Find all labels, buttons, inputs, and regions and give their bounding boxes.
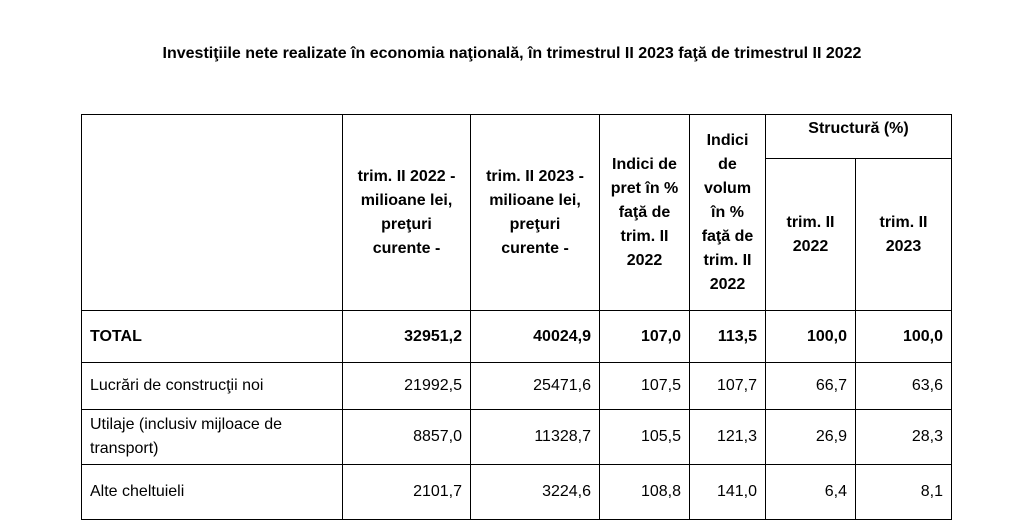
investments-table: trim. II 2022 - milioane lei, preţuri cu…	[81, 114, 952, 520]
cell-value: 3224,6	[470, 464, 600, 520]
header-structure-group: Structură (%)	[765, 114, 952, 159]
cell-value: 21992,5	[342, 362, 471, 410]
cell-value: 105,5	[599, 409, 690, 465]
cell-value: 11328,7	[470, 409, 600, 465]
row-label: Alte cheltuieli	[81, 464, 343, 520]
cell-value: 63,6	[855, 362, 952, 410]
cell-value: 8,1	[855, 464, 952, 520]
cell-value: 100,0	[855, 310, 952, 363]
cell-value: 107,5	[599, 362, 690, 410]
cell-value: 141,0	[689, 464, 766, 520]
cell-value: 26,9	[765, 409, 856, 465]
cell-value: 40024,9	[470, 310, 600, 363]
header-row-bottom: trim. II 2022 trim. II 2023	[82, 158, 952, 311]
header-trim2-2022-value: trim. II 2022 - milioane lei, preţuri cu…	[342, 114, 471, 311]
cell-value: 113,5	[689, 310, 766, 363]
row-label: TOTAL	[81, 310, 343, 363]
header-row-top: trim. II 2022 - milioane lei, preţuri cu…	[81, 114, 952, 311]
table-row: Utilaje (inclusiv mijloace de transport)…	[81, 409, 952, 465]
header-structure-2022: trim. II 2022	[765, 158, 856, 311]
header-empty-cell	[81, 114, 343, 311]
cell-value: 6,4	[765, 464, 856, 520]
cell-value: 2101,7	[342, 464, 471, 520]
row-label: Lucrări de construcţii noi	[81, 362, 343, 410]
table-row: TOTAL 32951,2 40024,9 107,0 113,5 100,0 …	[81, 310, 952, 363]
cell-value: 32951,2	[342, 310, 471, 363]
header-trim2-2023-value: trim. II 2023 - milioane lei, preţuri cu…	[470, 114, 600, 311]
page-title: Investiţiile nete realizate în economia …	[162, 45, 862, 62]
header-volume-index: Indici de volum în % faţă de trim. II 20…	[689, 114, 766, 311]
row-label: Utilaje (inclusiv mijloace de transport)	[81, 409, 343, 465]
table-row: Lucrări de construcţii noi 21992,5 25471…	[81, 362, 952, 410]
cell-value: 25471,6	[470, 362, 600, 410]
cell-value: 28,3	[855, 409, 952, 465]
header-structure-2023: trim. II 2023	[855, 158, 952, 311]
cell-value: 107,0	[599, 310, 690, 363]
cell-value: 108,8	[599, 464, 690, 520]
cell-value: 107,7	[689, 362, 766, 410]
cell-value: 66,7	[765, 362, 856, 410]
header-price-index: Indici de pret în % faţă de trim. II 202…	[599, 114, 690, 311]
table-row: Alte cheltuieli 2101,7 3224,6 108,8 141,…	[81, 464, 952, 520]
cell-value: 100,0	[765, 310, 856, 363]
cell-value: 8857,0	[342, 409, 471, 465]
cell-value: 121,3	[689, 409, 766, 465]
